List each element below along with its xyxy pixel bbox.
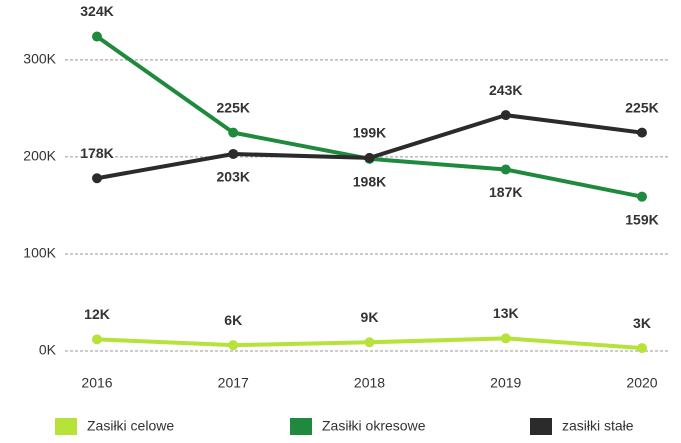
data-label: 6K [224, 312, 242, 328]
legend-label: Zasiłki okresowe [322, 418, 426, 434]
legend-swatch [290, 418, 312, 435]
point [364, 152, 375, 163]
data-label: 225K [217, 99, 250, 115]
legend-label: Zasiłki celowe [87, 418, 174, 434]
point [637, 191, 647, 202]
point [500, 164, 511, 175]
data-label: 225K [625, 99, 658, 115]
data-label: 199K [353, 125, 386, 141]
data-label: 243K [489, 82, 522, 98]
x-tick-label: 2016 [81, 375, 112, 391]
point [92, 31, 102, 42]
point [228, 127, 239, 138]
x-tick-label: 2017 [218, 375, 249, 391]
data-label: 178K [80, 145, 113, 161]
data-label: 324K [80, 3, 113, 19]
legend-swatch [530, 418, 552, 435]
data-label: 12K [84, 306, 110, 322]
legend-label: zasiłki stałe [562, 418, 634, 434]
legend-swatch [55, 418, 77, 435]
x-tick-label: 2018 [354, 375, 385, 391]
y-tick-label: 200K [23, 148, 56, 164]
point [364, 337, 375, 348]
point [228, 148, 239, 159]
data-label: 198K [353, 174, 386, 190]
data-label: 13K [493, 305, 519, 321]
data-label: 187K [489, 184, 522, 200]
data-label: 9K [361, 309, 379, 325]
x-tick-label: 2019 [490, 375, 521, 391]
point [500, 333, 511, 344]
y-tick-label: 300K [23, 51, 56, 67]
data-label: 3K [633, 315, 651, 331]
point [500, 110, 511, 121]
point [92, 173, 102, 184]
point [637, 343, 647, 354]
point [637, 127, 647, 138]
y-tick-label: 0K [39, 342, 57, 358]
point [92, 334, 102, 345]
point [228, 340, 239, 351]
x-tick-label: 2020 [626, 375, 657, 391]
y-tick-label: 100K [23, 245, 56, 261]
data-label: 159K [625, 211, 658, 227]
data-label: 203K [217, 169, 250, 185]
